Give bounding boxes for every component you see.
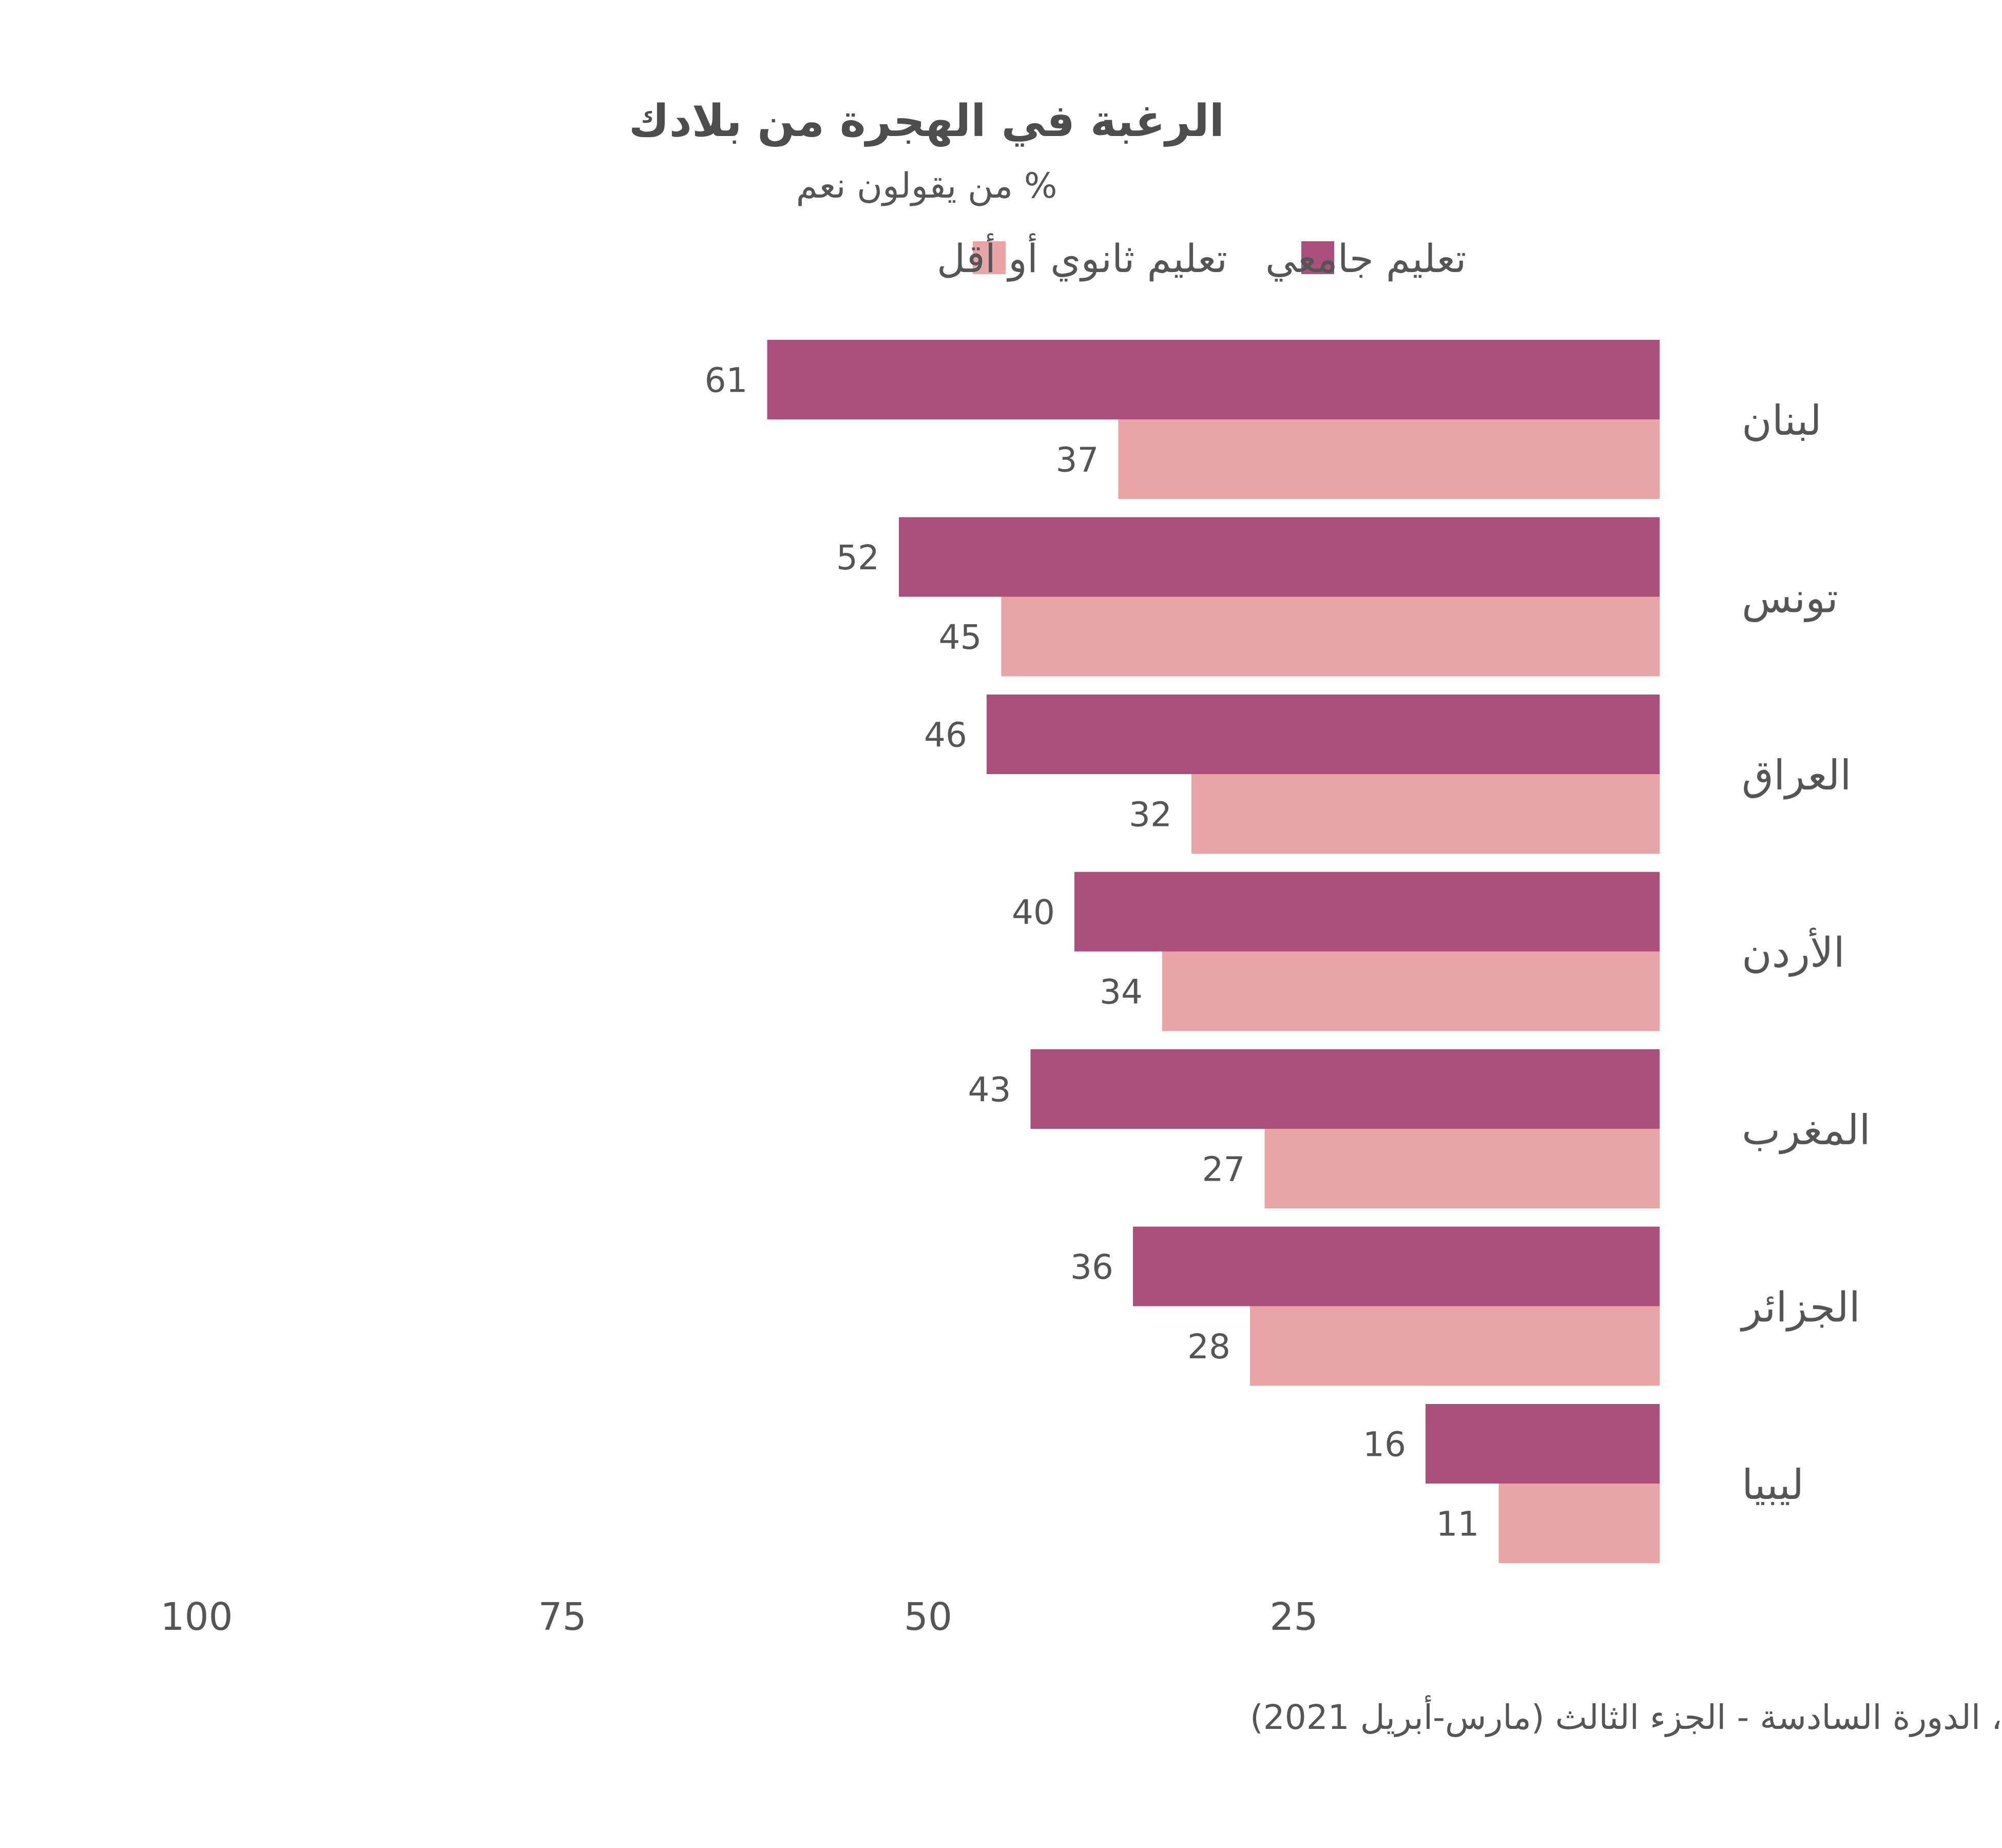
- chart-subtitle: % من يقولون نعم: [796, 166, 1057, 206]
- bar-value-label: 46: [924, 716, 967, 755]
- legend: تعليم جامعي تعليم ثانوي أو أقل: [937, 233, 1467, 282]
- category-labels: لبنان تونس العراق الأردن المغرب الجزائر ليبيا: [1740, 397, 1871, 1509]
- bar-value-label: 61: [705, 361, 748, 400]
- source-note: الباروميتر العربي، الدورة السادسة - الجز…: [1250, 1695, 2002, 1737]
- bar-university-3: [1074, 872, 1660, 952]
- chart-header: الرغبة في الهجرة من بلادك % من يقولون نع…: [629, 95, 1224, 206]
- bar-value-label: 52: [836, 538, 879, 578]
- bar-labels: 61 37 52 45 46 32 40 34 43 27 36 28 16 11: [705, 361, 1479, 1544]
- x-tick-label: 75: [538, 1595, 586, 1639]
- bar-secondary-3: [1162, 951, 1660, 1031]
- bar-value-label: 37: [1056, 440, 1099, 480]
- legend-swatch: [1301, 241, 1334, 274]
- bar-value-label: 45: [939, 618, 982, 657]
- bar-value-label: 27: [1202, 1150, 1245, 1189]
- bar-secondary-4: [1264, 1129, 1660, 1208]
- category-label: الأردن: [1742, 928, 1845, 977]
- bar-secondary-1: [1001, 596, 1660, 677]
- bar-secondary-5: [1250, 1306, 1660, 1386]
- bars: [767, 340, 1660, 1563]
- bar-value-label: 28: [1187, 1327, 1230, 1366]
- legend-label: تعليم ثانوي أو أقل: [937, 233, 1227, 282]
- x-tick-label: 25: [1269, 1595, 1318, 1639]
- category-label: لبنان: [1742, 397, 1822, 445]
- category-label: تونس: [1742, 574, 1838, 623]
- bar-value-label: 36: [1070, 1247, 1113, 1287]
- x-tick-label: 50: [904, 1595, 952, 1639]
- bar-secondary-0: [1118, 419, 1660, 499]
- bar-university-5: [1133, 1226, 1660, 1306]
- bar-university-0: [767, 340, 1660, 419]
- x-tick-label: 100: [160, 1595, 233, 1639]
- bar-value-label: 43: [968, 1070, 1011, 1110]
- bar-value-label: 16: [1363, 1425, 1406, 1465]
- bar-value-label: 32: [1129, 795, 1172, 835]
- bar-value-label: 11: [1436, 1505, 1479, 1544]
- category-label: ليبيا: [1742, 1461, 1804, 1509]
- legend-label: تعليم جامعي: [1265, 236, 1467, 282]
- bar-university-4: [1030, 1049, 1660, 1129]
- bar-university-1: [899, 517, 1660, 597]
- category-label: العراق: [1742, 752, 1852, 800]
- category-label: الجزائر: [1740, 1284, 1860, 1332]
- category-label: المغرب: [1742, 1106, 1871, 1154]
- bar-value-label: 34: [1100, 972, 1143, 1012]
- bar-secondary-6: [1498, 1484, 1660, 1563]
- bar-university-2: [987, 695, 1660, 774]
- x-axis: 100 75 50 25: [160, 1595, 1318, 1639]
- bar-secondary-2: [1191, 774, 1660, 854]
- bar-university-6: [1426, 1404, 1660, 1484]
- bar-value-label: 40: [1012, 893, 1055, 932]
- chart-title: الرغبة في الهجرة من بلادك: [629, 95, 1224, 147]
- legend-swatch: [973, 241, 1006, 274]
